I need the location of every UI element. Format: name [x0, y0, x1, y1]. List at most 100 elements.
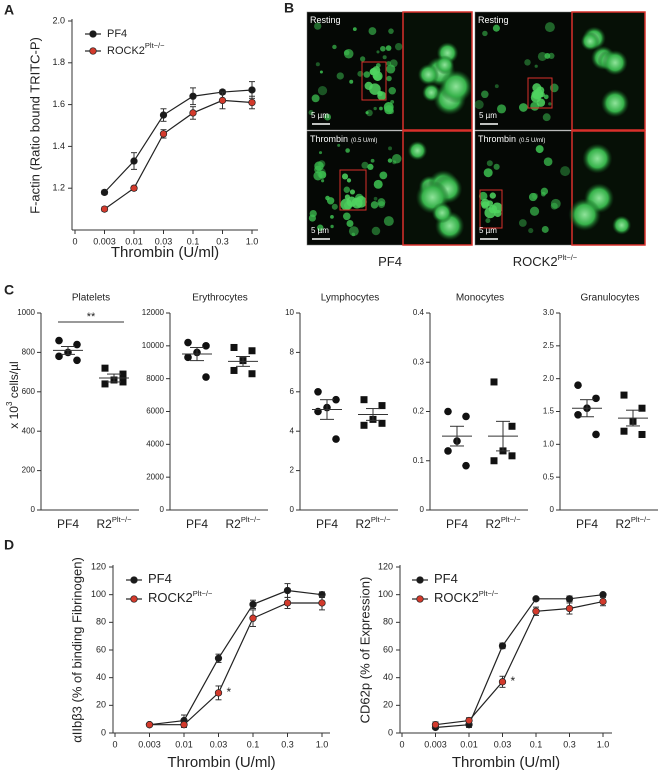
- cell: [376, 50, 380, 54]
- cell: [550, 198, 561, 209]
- data-point: [498, 678, 507, 686]
- cell: [370, 201, 379, 209]
- cell: [493, 163, 500, 170]
- micrograph: [474, 130, 573, 246]
- legend-marker: [89, 47, 97, 55]
- cell: [346, 178, 352, 183]
- y-tick-label: 1.2: [52, 183, 65, 193]
- y-tick-label: 0.3: [413, 357, 425, 366]
- cell-zoom: [431, 202, 453, 224]
- data-point: [465, 716, 473, 725]
- sem-bar: [320, 399, 334, 420]
- cell: [330, 214, 334, 219]
- x-tick-label-main: PF4: [316, 517, 338, 531]
- data-point: [230, 366, 238, 374]
- data-point: [574, 381, 582, 390]
- cell: [318, 170, 327, 179]
- series-line: [435, 600, 604, 726]
- data-point: [599, 597, 607, 606]
- x-tick-label: PF4: [186, 517, 208, 531]
- y-tick-label: 600: [22, 387, 36, 396]
- scale-bar-label: 5 µm: [479, 111, 497, 120]
- cell: [352, 27, 357, 31]
- sem-bar: [450, 425, 464, 447]
- y-tick-label: 120: [91, 561, 106, 571]
- y-tick-label: 1.4: [52, 141, 65, 151]
- data-point: [55, 336, 63, 345]
- x-tick-label-sup: Plt−/−: [501, 515, 521, 524]
- cell: [348, 226, 359, 237]
- legend-label: ROCK2Plt−/−: [107, 41, 165, 57]
- data-point: [119, 378, 127, 386]
- cell-zoom: [582, 143, 613, 174]
- cell: [486, 160, 493, 167]
- y-tick-label: 2.0: [543, 374, 555, 383]
- cell: [355, 196, 367, 208]
- cell: [337, 143, 341, 147]
- cell: [377, 198, 386, 207]
- sem-bar: [236, 356, 250, 367]
- data-point: [184, 338, 192, 347]
- cell: [549, 83, 559, 93]
- y-axis-label-main: x 10: [7, 406, 21, 429]
- column-label-main: ROCK2: [513, 254, 558, 269]
- x-axis-label: Thrombin (U/ml): [452, 754, 560, 771]
- legend-marker: [130, 576, 138, 584]
- cell: [373, 179, 383, 189]
- cell: [319, 70, 323, 74]
- scale-bar-label: 5 µm: [479, 226, 497, 235]
- data-point: [620, 391, 628, 399]
- y-tick-label: 0: [290, 505, 295, 514]
- series-line: [149, 602, 322, 726]
- data-point: [283, 586, 292, 595]
- cell: [483, 168, 493, 178]
- y-tick-label: 1.5: [543, 407, 555, 416]
- x-tick-label: 0: [399, 739, 404, 749]
- cell: [317, 86, 328, 96]
- cell: [364, 81, 373, 90]
- x-tick-label: 0.3: [281, 739, 294, 749]
- data-point: [101, 364, 109, 372]
- x-tick-label: 1.0: [246, 236, 259, 246]
- cell: [492, 24, 500, 32]
- cell: [363, 71, 371, 78]
- cell: [370, 158, 375, 163]
- cell: [389, 59, 398, 68]
- data-point: [592, 430, 600, 439]
- data-point: [159, 130, 168, 138]
- y-tick-label: 0: [388, 727, 393, 737]
- data-point: [638, 430, 646, 438]
- y-axis-label: x 103 cells/µl: [5, 361, 21, 428]
- y-tick-label: 10: [285, 308, 294, 317]
- row-label-sub: (0.5 U/ml): [351, 138, 377, 144]
- y-tick-label: 4: [290, 426, 295, 435]
- x-tick-label: 0.003: [424, 739, 447, 749]
- data-point: [249, 614, 257, 622]
- cell: [481, 201, 489, 209]
- legend-label: ROCK2Plt−/−: [434, 589, 499, 605]
- sem-bar: [366, 408, 380, 421]
- data-point: [283, 599, 292, 607]
- x-tick-label-main: PF4: [57, 517, 79, 531]
- x-tick-label-main: PF4: [576, 517, 598, 531]
- y-tick-label: 60: [383, 644, 393, 654]
- panel-label: B: [284, 0, 294, 16]
- cell: [314, 161, 324, 171]
- chart-title: Platelets: [72, 293, 110, 304]
- cell: [392, 153, 402, 164]
- cell: [386, 61, 391, 66]
- data-point: [249, 600, 257, 608]
- cell: [481, 90, 489, 99]
- cell: [330, 224, 334, 229]
- data-point: [532, 595, 540, 603]
- data-point: [565, 595, 574, 603]
- y-tick-label: 1.6: [52, 99, 65, 109]
- cell: [316, 224, 324, 232]
- cell: [532, 90, 542, 100]
- cell: [532, 193, 539, 200]
- x-tick-label: 0.01: [460, 739, 478, 749]
- cell: [532, 83, 542, 93]
- x-tick-label-main: R2: [226, 517, 242, 531]
- x-tick-label: 0.01: [175, 739, 193, 749]
